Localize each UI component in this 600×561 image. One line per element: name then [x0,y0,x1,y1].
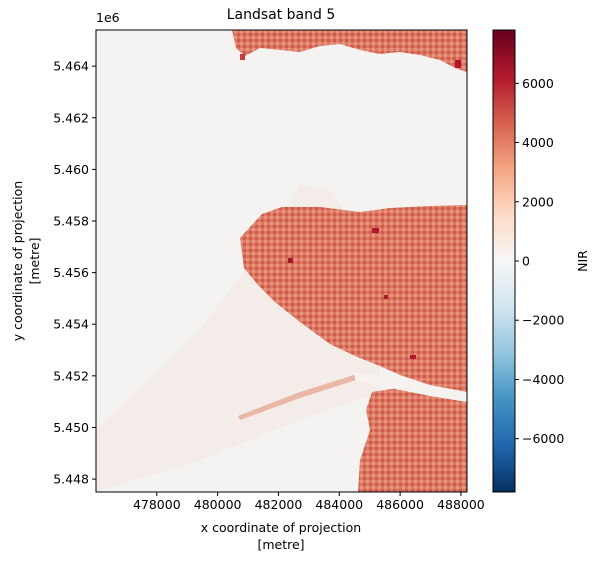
y-tick-label: 5.450 [53,420,89,435]
x-tick-label: 484000 [315,497,363,512]
axes-frame [95,29,468,493]
colorbar-tick-label: 6000 [522,76,554,91]
hotspot [288,258,293,263]
raster-image [95,29,468,493]
colorbar-tick-label: 4000 [522,135,554,150]
colorbar-label: NIR [575,250,590,272]
x-axis-label-line2: [metre] [257,537,304,552]
y-axis: 5.448 5.450 5.452 5.454 5.456 5.458 5.460 5.462… [53,59,96,487]
y-tick-label: 5.462 [53,110,89,125]
river-channel [355,372,467,402]
hotspot [384,295,388,299]
y-tick-label: 5.456 [53,265,89,280]
peninsula-land [240,205,467,392]
y-offset-label: 1e6 [96,10,120,25]
north-shore-land [232,30,467,72]
x-tick-label: 488000 [437,497,485,512]
x-tick-label: 480000 [194,497,242,512]
colorbar-tick-label: −4000 [522,372,564,387]
y-axis-label-line1: y coordinate of projection [10,181,25,341]
colorbar-tick-label: −6000 [522,431,564,446]
y-tick-label: 5.452 [53,368,89,383]
chart-title: Landsat band 5 [227,7,336,23]
x-tick-label: 482000 [255,497,303,512]
hotspot [240,54,245,60]
colorbar-tick-label: 0 [522,254,530,269]
colorbar-gradient [492,29,516,493]
x-tick-label: 486000 [376,497,424,512]
hotspot [410,355,416,359]
hotspot [455,60,461,68]
x-axis-label-line1: x coordinate of projection [201,520,361,535]
y-tick-label: 5.464 [53,59,89,74]
y-tick-label: 5.460 [53,162,89,177]
colorbar-tick-label: −2000 [522,313,564,328]
y-tick-label: 5.458 [53,213,89,228]
x-axis: 478000 480000 482000 484000 486000 488000 [133,492,485,512]
colorbar: −6000 −4000 −2000 0 2000 4000 6000 NIR [492,29,590,493]
y-tick-label: 5.454 [53,317,89,332]
river-jetty [238,375,356,420]
colorbar-tick-label: 2000 [522,194,554,209]
southern-land [358,386,467,492]
y-axis-label-line2: [metre] [27,237,42,284]
hotspot [372,228,379,233]
y-tick-label: 5.448 [53,472,89,487]
x-tick-label: 478000 [133,497,181,512]
colorbar-ticks: −6000 −4000 −2000 0 2000 4000 6000 [515,76,564,446]
